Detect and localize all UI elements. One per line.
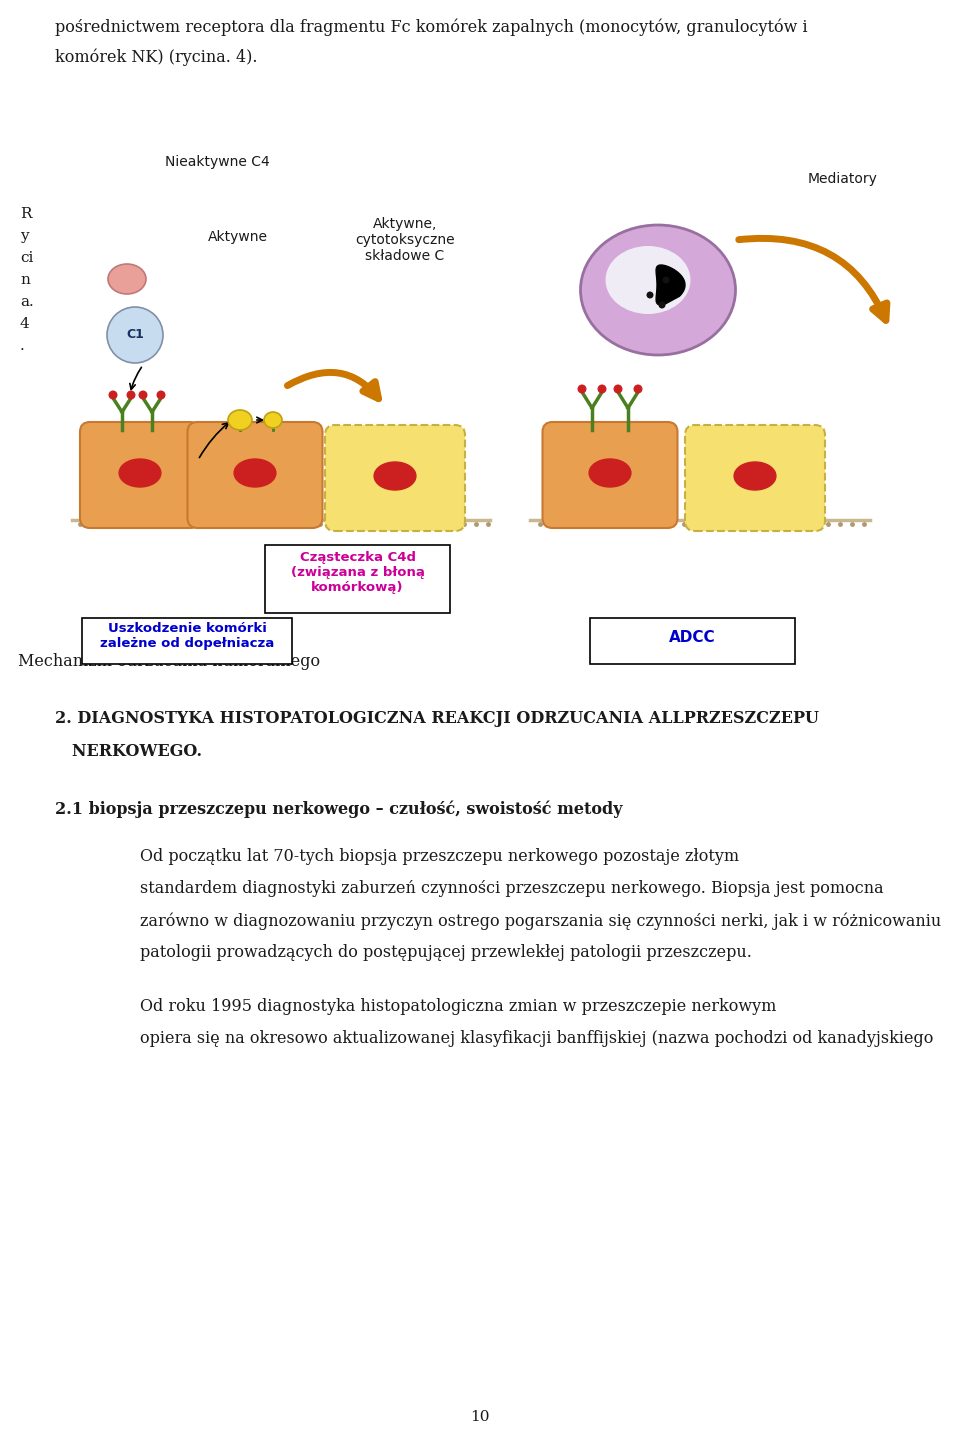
Text: Mechanizm odrzucania humoralnego: Mechanizm odrzucania humoralnego (18, 654, 320, 671)
Ellipse shape (228, 410, 252, 430)
Text: n: n (20, 273, 30, 287)
Ellipse shape (138, 390, 148, 399)
Ellipse shape (108, 265, 146, 295)
FancyBboxPatch shape (265, 545, 450, 613)
Ellipse shape (374, 462, 416, 490)
Text: komórek NK) (rycina. 4).: komórek NK) (rycina. 4). (55, 49, 257, 66)
Text: Uszkodzenie komórki
zależne od dopełniacza: Uszkodzenie komórki zależne od dopełniac… (100, 622, 275, 651)
Ellipse shape (646, 292, 654, 299)
Text: zarówno w diagnozowaniu przyczyn ostrego pogarszania się czynności nerki, jak i : zarówno w diagnozowaniu przyczyn ostrego… (140, 912, 941, 930)
FancyBboxPatch shape (542, 422, 678, 528)
FancyBboxPatch shape (187, 422, 323, 528)
Text: opiera się na okresowo aktualizowanej klasyfikacji banffijskiej (nazwa pochodzi : opiera się na okresowo aktualizowanej kl… (140, 1030, 933, 1047)
Text: Mediatory: Mediatory (808, 172, 877, 186)
Text: pośrednictwem receptora dla fragmentu Fc komórek zapalnych (monocytów, granulocy: pośrednictwem receptora dla fragmentu Fc… (55, 19, 807, 36)
Text: 4: 4 (20, 317, 30, 330)
Text: .: . (20, 339, 25, 353)
Ellipse shape (613, 385, 622, 393)
Text: 2.1 biopsja przeszczepu nerkowego – czułość, swoistość metody: 2.1 biopsja przeszczepu nerkowego – czuł… (55, 799, 622, 818)
Text: Cząsteczka C4d
(związana z błoną
komórkową): Cząsteczka C4d (związana z błoną komórko… (291, 551, 424, 593)
Ellipse shape (264, 412, 282, 428)
Ellipse shape (597, 385, 607, 393)
Text: Aktywne,
cytotoksyczne
składowe C: Aktywne, cytotoksyczne składowe C (355, 217, 455, 263)
Text: Od początku lat 70-tych biopsja przeszczepu nerkowego pozostaje złotym: Od początku lat 70-tych biopsja przeszcz… (140, 848, 739, 865)
Text: NERKOWEGO.: NERKOWEGO. (55, 744, 202, 759)
Text: patologii prowadzących do postępującej przewlekłej patologii przeszczepu.: patologii prowadzących do postępującej p… (140, 944, 752, 961)
FancyBboxPatch shape (685, 425, 825, 531)
Ellipse shape (107, 307, 163, 363)
Ellipse shape (578, 385, 587, 393)
Ellipse shape (634, 385, 642, 393)
Ellipse shape (156, 390, 165, 399)
Text: ci: ci (20, 252, 34, 265)
Ellipse shape (127, 390, 135, 399)
Ellipse shape (659, 302, 665, 309)
FancyBboxPatch shape (82, 618, 292, 664)
Ellipse shape (108, 390, 117, 399)
FancyBboxPatch shape (590, 618, 795, 664)
Text: Od roku 1995 diagnostyka histopatologiczna zmian w przeszczepie nerkowym: Od roku 1995 diagnostyka histopatologicz… (140, 998, 777, 1015)
Ellipse shape (581, 225, 735, 355)
Ellipse shape (119, 459, 161, 488)
Text: ADCC: ADCC (669, 631, 716, 645)
Text: Nieaktywne C4: Nieaktywne C4 (165, 154, 270, 169)
FancyBboxPatch shape (80, 422, 200, 528)
Text: standardem diagnostyki zaburzeń czynności przeszczepu nerkowego. Biopsja jest po: standardem diagnostyki zaburzeń czynnośc… (140, 879, 883, 897)
Text: a.: a. (20, 295, 34, 309)
Text: y: y (20, 229, 29, 243)
Text: Aktywne: Aktywne (208, 230, 268, 245)
Ellipse shape (234, 459, 276, 488)
Text: C1: C1 (126, 327, 144, 340)
Ellipse shape (734, 462, 776, 490)
Text: 2. DIAGNOSTYKA HISTOPATOLOGICZNA REAKCJI ODRZUCANIA ALLPRZESZCZEPU: 2. DIAGNOSTYKA HISTOPATOLOGICZNA REAKCJI… (55, 711, 819, 726)
Ellipse shape (589, 459, 631, 488)
FancyBboxPatch shape (325, 425, 465, 531)
Ellipse shape (662, 276, 669, 283)
Ellipse shape (606, 246, 690, 315)
Text: 10: 10 (470, 1410, 490, 1424)
Polygon shape (656, 265, 685, 305)
Text: R: R (20, 207, 32, 222)
